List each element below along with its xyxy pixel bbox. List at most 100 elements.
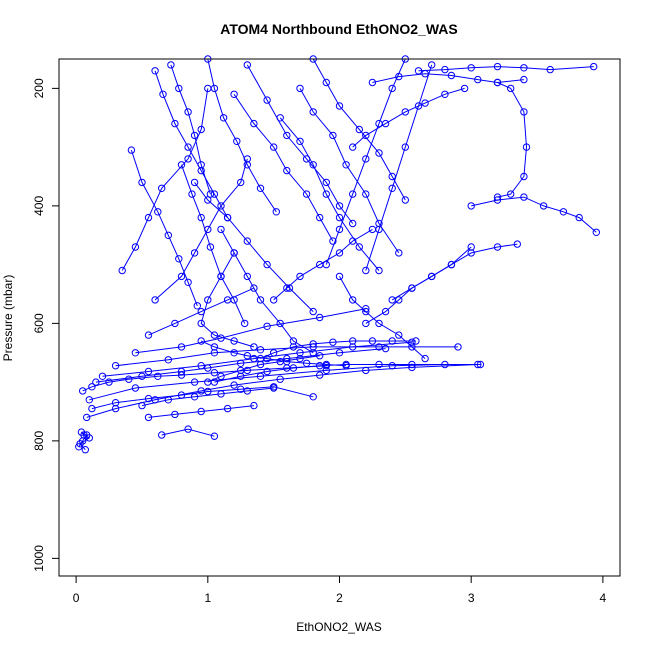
data-point	[362, 319, 370, 328]
data-point	[401, 143, 409, 151]
series-line	[260, 340, 416, 360]
data-point	[250, 119, 258, 128]
data-point	[316, 352, 324, 360]
data-point	[395, 331, 403, 339]
data-point	[467, 243, 475, 251]
data-point	[171, 119, 179, 128]
data-point	[219, 114, 228, 122]
data-point	[243, 61, 252, 69]
data-point	[243, 352, 252, 360]
series-line	[161, 428, 215, 437]
series-line	[233, 94, 334, 242]
series-line	[115, 346, 458, 367]
data-point	[493, 62, 502, 71]
data-point	[401, 108, 409, 116]
data-point	[539, 202, 548, 210]
data-point	[592, 228, 600, 237]
data-point	[507, 84, 515, 93]
data-point	[296, 354, 304, 363]
data-point	[210, 84, 219, 93]
data-series	[210, 360, 485, 386]
data-point	[138, 401, 146, 410]
data-point	[285, 284, 294, 292]
data-series	[83, 360, 482, 422]
data-point	[243, 237, 252, 245]
data-point	[197, 125, 205, 134]
data-point	[349, 337, 357, 345]
series-line	[89, 364, 445, 401]
series-line	[246, 64, 354, 224]
data-point	[151, 296, 159, 304]
data-point	[329, 338, 337, 346]
data-point	[520, 172, 528, 181]
data-series	[167, 61, 215, 198]
data-point	[230, 381, 238, 389]
data-point	[467, 249, 475, 257]
data-point	[414, 102, 423, 110]
data-point	[335, 202, 344, 210]
data-point	[230, 349, 238, 357]
series-line	[279, 117, 380, 271]
data-point	[349, 296, 357, 304]
data-point	[237, 178, 245, 187]
data-point	[83, 413, 91, 422]
data-series	[75, 428, 94, 454]
y-axis: 200 400 600 800 1000	[32, 78, 60, 572]
data-point	[408, 338, 416, 346]
data-point	[322, 78, 330, 87]
data-point	[522, 143, 531, 151]
data-point	[171, 319, 179, 328]
data-series	[349, 84, 469, 151]
series-line	[497, 82, 528, 198]
data-point	[335, 213, 344, 222]
data-point	[263, 322, 271, 330]
data-point	[309, 340, 317, 348]
data-point	[276, 114, 284, 122]
data-point	[88, 383, 96, 391]
data-point	[283, 357, 291, 366]
series-line	[418, 66, 594, 72]
data-point	[362, 155, 370, 163]
data-point	[520, 193, 528, 201]
data-point	[204, 196, 212, 204]
data-point	[375, 225, 383, 234]
y-tick-label: 600	[32, 313, 46, 333]
data-point	[131, 243, 140, 251]
data-point	[296, 349, 304, 357]
data-point	[237, 372, 245, 380]
data-point	[414, 67, 423, 75]
data-point	[342, 360, 350, 369]
data-point	[428, 272, 436, 281]
data-point	[263, 367, 271, 376]
data-point	[167, 61, 175, 69]
data-point	[256, 184, 265, 193]
data-point	[184, 108, 192, 116]
data-point	[507, 190, 515, 198]
data-point	[263, 260, 271, 269]
data-series	[362, 61, 436, 275]
data-point	[164, 231, 173, 240]
data-point	[131, 384, 140, 392]
data-series	[111, 343, 462, 370]
data-point	[154, 372, 162, 380]
series-line	[299, 88, 400, 254]
data-point	[230, 337, 238, 345]
data-point	[197, 362, 205, 370]
data-point	[309, 349, 317, 357]
data-point	[546, 65, 554, 74]
series-line	[471, 196, 597, 233]
data-point	[250, 401, 258, 410]
data-point	[467, 64, 475, 72]
data-point	[230, 249, 238, 257]
series-line	[82, 365, 327, 392]
y-tick-label: 400	[32, 196, 46, 216]
data-point	[210, 343, 219, 351]
data-point	[296, 272, 304, 281]
data-point	[335, 249, 344, 257]
data-point	[206, 243, 215, 251]
data-point	[408, 284, 416, 292]
data-point	[151, 67, 159, 75]
data-series	[388, 240, 521, 304]
